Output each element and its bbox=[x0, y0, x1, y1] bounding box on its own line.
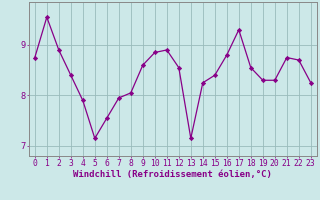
X-axis label: Windchill (Refroidissement éolien,°C): Windchill (Refroidissement éolien,°C) bbox=[73, 170, 272, 179]
